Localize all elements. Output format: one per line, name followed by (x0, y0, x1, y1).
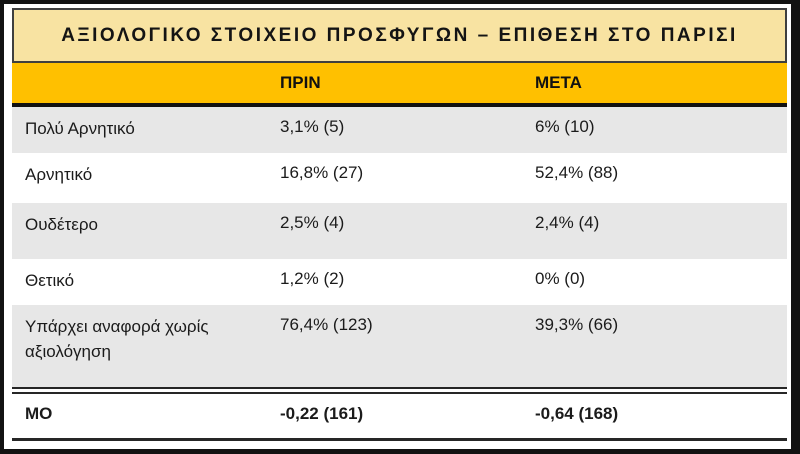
cell-after: 52,4% (88) (535, 163, 619, 182)
summary-label: ΜΟ (25, 404, 53, 423)
row-label: Αρνητικό (25, 165, 93, 184)
table-row: Αρνητικό 16,8% (27) 52,4% (88) (12, 153, 787, 203)
column-header-before: ΠΡΙΝ (280, 73, 321, 92)
cell-before: 3,1% (5) (280, 117, 345, 136)
cell-before: 16,8% (27) (280, 163, 364, 182)
cell-after: 2,4% (4) (535, 213, 600, 232)
bottom-rule (12, 438, 787, 441)
cell-after: 6% (10) (535, 117, 595, 136)
summary-cell-before: -0,22 (161) (280, 404, 364, 423)
row-label: Ουδέτερο (25, 215, 98, 234)
table-row: Υπάρχει αναφορά χωρίς αξιολόγηση 76,4% (… (12, 305, 787, 387)
column-header-after: ΜΕΤΑ (535, 73, 582, 92)
summary-row: ΜΟ -0,22 (161) -0,64 (168) (12, 394, 787, 438)
table-header: ΠΡΙΝ ΜΕΤΑ (12, 63, 787, 107)
cell-after: 0% (0) (535, 269, 586, 288)
cell-after: 39,3% (66) (535, 315, 619, 334)
double-separator-rule (12, 387, 787, 394)
cell-before: 2,5% (4) (280, 213, 345, 232)
table-row: Θετικό 1,2% (2) 0% (0) (12, 259, 787, 305)
cell-before: 1,2% (2) (280, 269, 345, 288)
row-label: Θετικό (25, 271, 75, 290)
table-row: Ουδέτερο 2,5% (4) 2,4% (4) (12, 203, 787, 259)
row-label: Υπάρχει αναφορά χωρίς αξιολόγηση (25, 317, 209, 361)
table-row: Πολύ Αρνητικό 3,1% (5) 6% (10) (12, 107, 787, 153)
summary-cell-after: -0,64 (168) (535, 404, 619, 423)
row-label: Πολύ Αρνητικό (25, 119, 135, 138)
page-title: ΑΞΙΟΛΟΓΙΚΟ ΣΤΟΙΧΕΙΟ ΠΡΟΣΦΥΓΩΝ – ΕΠΙΘΕΣΗ … (12, 8, 787, 63)
cell-before: 76,4% (123) (280, 315, 373, 334)
